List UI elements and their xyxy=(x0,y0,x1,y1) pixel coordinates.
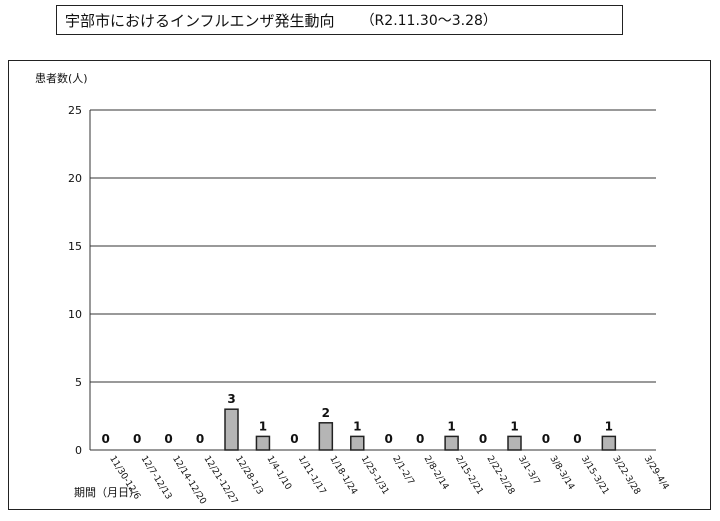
x-tick-label: 12/14-12/20 xyxy=(170,454,208,506)
x-tick-label: 1/25-1/31 xyxy=(359,454,391,496)
data-label: 1 xyxy=(447,419,455,433)
x-tick-label: 3/15-3/21 xyxy=(579,454,611,496)
x-tick-label: 2/8-2/14 xyxy=(422,454,451,492)
y-axis-label: 患者数(人) xyxy=(35,72,88,85)
data-label: 1 xyxy=(353,419,361,433)
x-tick-label: 1/4-1/10 xyxy=(264,454,293,492)
data-label: 0 xyxy=(102,432,110,446)
bar xyxy=(224,408,239,451)
data-label: 0 xyxy=(479,432,487,446)
y-tick-label: 20 xyxy=(68,172,82,185)
bar xyxy=(601,435,617,451)
x-axis-label: 期間（月日） xyxy=(74,486,140,499)
x-tick-label: 3/8-3/14 xyxy=(547,454,576,492)
data-label: 0 xyxy=(196,432,204,446)
data-label: 0 xyxy=(164,432,172,446)
chart-title-box: 宇部市におけるインフルエンザ発生動向 （R2.11.30～3.28） xyxy=(56,5,623,35)
x-tick-label: 1/11-1/17 xyxy=(296,454,328,496)
x-tick-label: 2/15-2/21 xyxy=(453,454,485,496)
data-label: 0 xyxy=(573,432,581,446)
x-tick-label: 2/22-2/28 xyxy=(485,454,517,497)
x-tick-label: 1/18-1/24 xyxy=(327,454,359,497)
bar xyxy=(318,422,334,451)
data-label: 2 xyxy=(322,406,330,420)
x-tick-label: 3/22-3/28 xyxy=(610,454,642,497)
data-label: 0 xyxy=(385,432,393,446)
data-label: 1 xyxy=(605,419,613,433)
x-tick-label: 3/29-4/4 xyxy=(642,454,671,492)
data-label: 1 xyxy=(259,419,267,433)
chart-subtitle: （R2.11.30～3.28） xyxy=(360,13,497,29)
chart-title: 宇部市におけるインフルエンザ発生動向 xyxy=(65,11,335,30)
x-tick-label: 12/28-1/3 xyxy=(233,454,265,496)
y-tick-label: 0 xyxy=(75,444,82,457)
data-label: 0 xyxy=(542,432,550,446)
x-tick-label: 12/7-12/13 xyxy=(139,454,174,501)
y-tick-label: 25 xyxy=(68,104,82,117)
x-tick-label: 3/1-3/7 xyxy=(516,454,542,487)
data-label: 3 xyxy=(227,392,235,406)
bar xyxy=(444,435,459,451)
bar xyxy=(507,435,522,451)
data-label: 1 xyxy=(510,419,518,433)
chart-frame xyxy=(8,60,711,510)
y-tick-label: 10 xyxy=(68,308,82,321)
y-tick-label: 5 xyxy=(75,376,82,389)
data-label: 0 xyxy=(416,432,424,446)
x-tick-label: 2/1-2/7 xyxy=(390,454,416,487)
data-label: 0 xyxy=(133,432,141,446)
bar xyxy=(255,435,271,451)
y-tick-label: 15 xyxy=(68,240,82,253)
data-label: 0 xyxy=(290,432,298,446)
bar xyxy=(350,435,365,451)
